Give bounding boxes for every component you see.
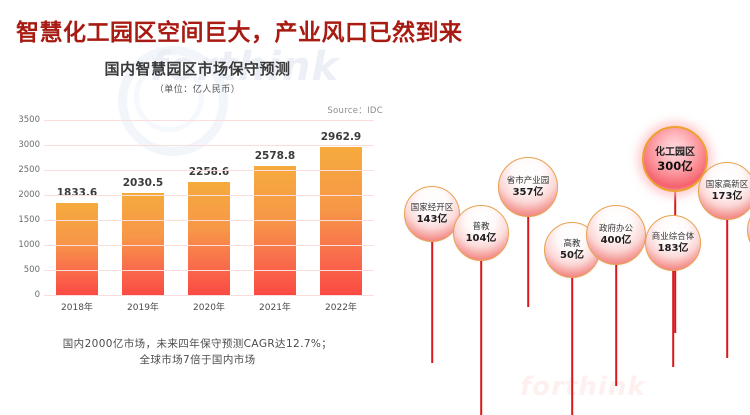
chart-y-tick-label: 3500 bbox=[18, 115, 40, 125]
balloon-bubble[interactable]: 政府办公 400亿 bbox=[586, 205, 646, 265]
chart-bar-column[interactable]: 2962.9 bbox=[311, 120, 370, 295]
chart-bar[interactable] bbox=[121, 193, 164, 295]
chart-gridline bbox=[44, 295, 374, 296]
balloon-string bbox=[431, 238, 433, 363]
chart-bar-value-label: 2258.6 bbox=[188, 166, 230, 179]
chart-caption: 国内2000亿市场，未来四年保守预测CAGR达12.7%； 全球市场7倍于国内市… bbox=[20, 336, 375, 368]
chart-bars: 1833.6 2030.5 2258.6 2578.8 2962.9 bbox=[44, 120, 374, 295]
chart-plot-area: 1833.6 2030.5 2258.6 2578.8 2962.9 3500 3000 2… bbox=[18, 115, 374, 300]
balloon-value: 173亿 bbox=[711, 190, 743, 202]
chart-gridline bbox=[44, 120, 374, 121]
balloon-label: 商业综合体 bbox=[651, 231, 695, 242]
balloon-bubble[interactable]: 国家经开区 143亿 bbox=[404, 186, 460, 242]
chart-y-tick-label: 500 bbox=[23, 265, 40, 275]
chart-gridline bbox=[44, 220, 374, 221]
balloon-value: 183亿 bbox=[657, 242, 689, 254]
chart-y-tick-label: 3000 bbox=[18, 140, 40, 150]
chart-y-tick-label: 2500 bbox=[18, 165, 40, 175]
balloon-bubble[interactable]: 化工园区 300亿 bbox=[642, 126, 708, 192]
chart-y-tick-label: 1000 bbox=[18, 240, 40, 250]
chart-gridline bbox=[44, 145, 374, 146]
balloon-string bbox=[527, 213, 529, 307]
chart-unit-label: （单位：亿人民币） bbox=[154, 85, 241, 95]
chart-source: Source：IDC bbox=[327, 106, 383, 116]
balloon-label: 化工园区 bbox=[655, 146, 695, 158]
chart-bar-value-label: 2962.9 bbox=[320, 130, 362, 143]
chart-bar-column[interactable]: 2258.6 bbox=[179, 120, 238, 295]
balloon-label: 国家高新区 bbox=[705, 179, 749, 190]
chart-x-tick-label: 2018年 bbox=[61, 303, 93, 313]
balloon-value: 300亿 bbox=[657, 158, 693, 173]
chart-bar-column[interactable]: 2578.8 bbox=[245, 120, 304, 295]
chart-x-tick-label: 2019年 bbox=[127, 303, 159, 313]
chart-y-tick-label: 1500 bbox=[18, 215, 40, 225]
chart-y-tick-label: 0 bbox=[34, 290, 40, 300]
balloon-diagram: 国家经开区 143亿 普教 104亿 省市产业园 357亿 高教 50亿 政府办公 400亿 化工园… bbox=[390, 0, 750, 415]
balloon-string bbox=[726, 216, 728, 358]
balloon-value: 104亿 bbox=[465, 232, 497, 244]
chart-bar[interactable] bbox=[253, 166, 296, 295]
balloon-label: 国家经开区 bbox=[410, 202, 454, 213]
chart-y-tick-label: 2000 bbox=[18, 190, 40, 200]
chart-bar-value-label: 1833.6 bbox=[56, 187, 98, 200]
page-title: 智慧化工园区空间巨大，产业风口已然到来 bbox=[16, 20, 463, 46]
chart-gridline bbox=[44, 170, 374, 171]
balloon-value: 400亿 bbox=[600, 234, 632, 246]
chart-bar-column[interactable]: 1833.6 bbox=[47, 120, 106, 295]
balloon-value: 357亿 bbox=[512, 186, 544, 198]
balloon-bubble[interactable]: 国家高新区 173亿 bbox=[698, 162, 750, 220]
chart-x-tick-label: 2022年 bbox=[325, 303, 357, 313]
chart-x-tick-label: 2021年 bbox=[259, 303, 291, 313]
balloon-string bbox=[480, 257, 482, 415]
balloon-string bbox=[672, 267, 674, 367]
chart-title: 国内智慧园区市场保守预测 bbox=[104, 60, 291, 78]
chart-bar-value-label: 2030.5 bbox=[122, 177, 164, 190]
balloon-value: 50亿 bbox=[560, 249, 584, 261]
chart-bar[interactable] bbox=[187, 182, 230, 295]
chart-gridline bbox=[44, 245, 374, 246]
chart-gridline bbox=[44, 270, 374, 271]
balloon-string bbox=[615, 261, 617, 386]
bar-chart-panel: 国内智慧园区市场保守预测 （单位：亿人民币） Source：IDC 1833.6… bbox=[0, 58, 395, 378]
balloon-label: 省市产业园 bbox=[506, 175, 550, 186]
balloon-label: 高教 bbox=[563, 238, 581, 249]
balloon-string bbox=[571, 274, 573, 415]
chart-bar-value-label: 2578.8 bbox=[254, 150, 296, 163]
balloon-label: 普教 bbox=[472, 221, 490, 232]
balloon-bubble[interactable]: 普教 104亿 bbox=[453, 205, 509, 261]
chart-bar-column[interactable]: 2030.5 bbox=[113, 120, 172, 295]
chart-gridline bbox=[44, 195, 374, 196]
chart-caption-line-1: 国内2000亿市场，未来四年保守预测CAGR达12.7%； bbox=[62, 338, 333, 350]
chart-x-tick-label: 2020年 bbox=[193, 303, 225, 313]
balloon-value: 143亿 bbox=[416, 213, 448, 225]
balloon-bubble[interactable]: 商业综合体 183亿 bbox=[645, 215, 701, 271]
chart-caption-line-2: 全球市场7倍于国内市场 bbox=[139, 354, 256, 366]
chart-bar[interactable] bbox=[55, 203, 98, 295]
balloon-bubble[interactable]: 省市产业园 357亿 bbox=[498, 157, 558, 217]
balloon-label: 政府办公 bbox=[598, 223, 633, 234]
chart-x-axis: 2018年 2019年 2020年 2021年 2022年 bbox=[44, 300, 374, 313]
